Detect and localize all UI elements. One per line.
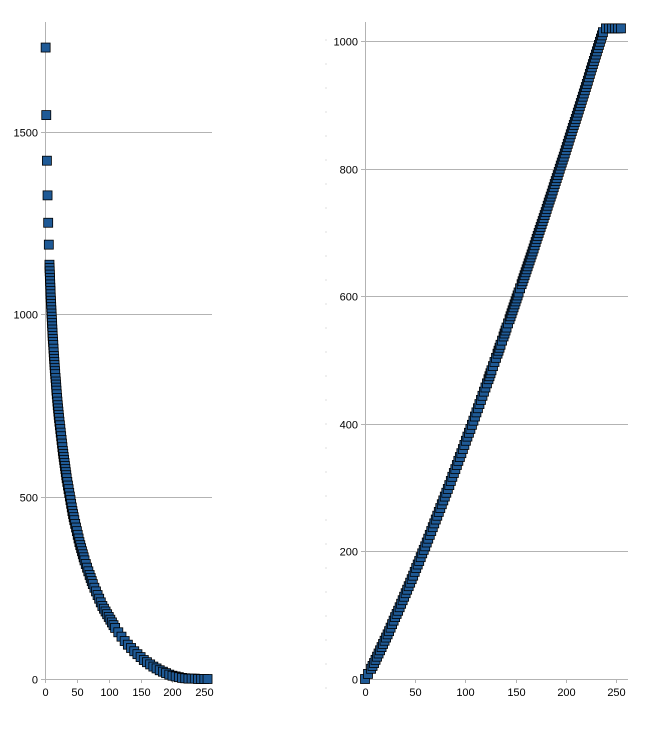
separator-dot xyxy=(325,687,327,689)
x-tick-label: 50 xyxy=(409,687,421,699)
y-tick-label: 1500 xyxy=(14,128,38,140)
left-scatter-chart: 0 500 1000 1500 0 50 100 150 200 250 xyxy=(14,22,214,699)
separator-dot xyxy=(325,375,327,377)
x-tick-label: 150 xyxy=(132,687,150,699)
y-tick-label: 500 xyxy=(20,493,38,505)
separator-dot xyxy=(325,39,327,41)
separator-dot xyxy=(325,567,327,569)
separator-dot xyxy=(325,639,327,641)
separator-dot xyxy=(325,303,327,305)
x-tick-label: 0 xyxy=(362,687,368,699)
separator-dot xyxy=(325,63,327,65)
data-point xyxy=(42,190,53,201)
x-tick-label: 200 xyxy=(163,687,181,699)
separator-dot xyxy=(325,663,327,665)
y-tick-label: 1000 xyxy=(14,310,38,322)
x-tick-label: 100 xyxy=(100,687,118,699)
data-point xyxy=(42,155,52,166)
separator-dot xyxy=(325,351,327,353)
separator-dot xyxy=(325,255,327,257)
separator-dot xyxy=(325,231,327,233)
separator-dot xyxy=(325,399,327,401)
separator-dot xyxy=(325,135,327,137)
x-tick-label: 50 xyxy=(71,687,83,699)
separator-dot xyxy=(325,519,327,521)
chart-separator xyxy=(325,39,327,689)
x-tick-label: 0 xyxy=(42,687,48,699)
data-point xyxy=(202,674,213,684)
separator-dot xyxy=(325,159,327,161)
y-tick-label: 0 xyxy=(32,675,38,687)
separator-dot xyxy=(325,279,327,281)
y-tick-label: 1000 xyxy=(334,37,358,49)
separator-dot xyxy=(325,423,327,425)
right-scatter-chart: 0 200 400 600 800 1000 0 50 100 150 200 250 xyxy=(334,22,628,699)
separator-dot xyxy=(325,207,327,209)
separator-dot xyxy=(325,111,327,113)
data-point xyxy=(41,110,52,120)
separator-dot xyxy=(325,327,327,329)
data-point xyxy=(43,217,54,228)
x-tick-label: 100 xyxy=(456,687,474,699)
x-tick-label: 150 xyxy=(507,687,525,699)
x-tick-label: 200 xyxy=(557,687,575,699)
separator-dot xyxy=(325,471,327,473)
x-tick-label: 250 xyxy=(195,687,213,699)
y-tick-label: 600 xyxy=(340,292,358,304)
data-point xyxy=(40,42,51,53)
y-tick-label: 0 xyxy=(352,675,358,687)
data-point xyxy=(616,23,626,34)
separator-dot xyxy=(325,615,327,617)
separator-dot xyxy=(325,447,327,449)
separator-dot xyxy=(325,591,327,593)
y-tick-label: 200 xyxy=(340,547,358,559)
separator-dot xyxy=(325,543,327,545)
y-tick-label: 400 xyxy=(340,420,358,432)
data-point xyxy=(43,239,54,250)
y-tick-label: 800 xyxy=(340,165,358,177)
separator-dot xyxy=(325,495,327,497)
separator-dot xyxy=(325,183,327,185)
x-tick-label: 250 xyxy=(607,687,625,699)
separator-dot xyxy=(325,87,327,89)
